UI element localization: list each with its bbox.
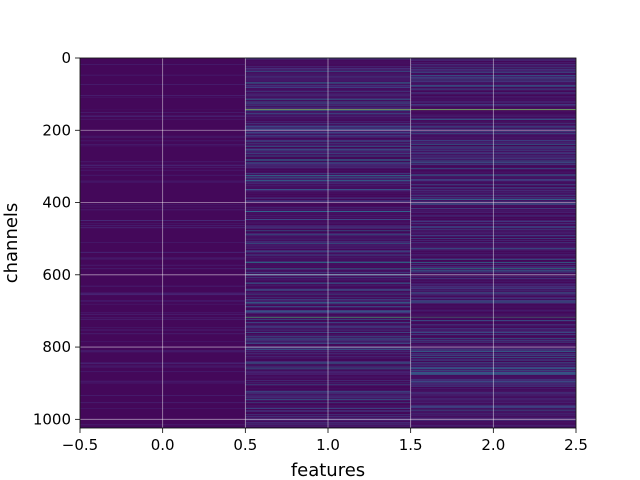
x-tick-label: 1.0 — [316, 436, 340, 454]
y-tick-label: 1000 — [33, 410, 71, 428]
y-tick-label: 0 — [61, 49, 71, 67]
x-axis-label: features — [291, 460, 365, 480]
y-axis-ticks: 0 200 400 600 800 1000 — [33, 49, 80, 428]
y-tick-label: 600 — [42, 266, 71, 284]
y-tick-label: 400 — [42, 194, 71, 212]
y-axis-label: channels — [1, 203, 22, 284]
x-tick-label: 2.5 — [564, 436, 588, 454]
x-tick-label: 0.5 — [233, 436, 257, 454]
x-tick-label: 1.5 — [399, 436, 423, 454]
y-tick-label: 800 — [42, 338, 71, 356]
x-tick-label: 0.0 — [151, 436, 175, 454]
x-axis-ticks: −0.5 0.0 0.5 1.0 1.5 2.0 2.5 — [62, 428, 588, 454]
x-tick-label: −0.5 — [62, 436, 98, 454]
x-tick-label: 2.0 — [481, 436, 505, 454]
y-tick-label: 200 — [42, 121, 71, 139]
